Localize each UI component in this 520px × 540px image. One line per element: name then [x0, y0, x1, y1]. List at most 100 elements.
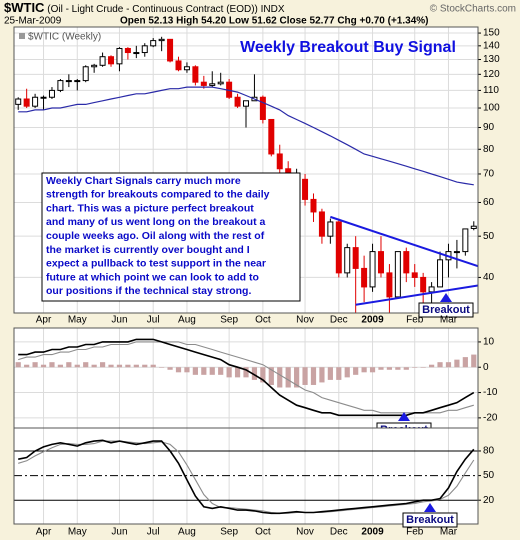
panel-border [13, 26, 479, 314]
x-tick-label: Feb [406, 315, 424, 326]
x-tick-label: Apr [36, 315, 52, 326]
candle-body [394, 251, 401, 298]
candle-body [91, 64, 98, 68]
y-tick-label: 80 [483, 144, 495, 155]
indicator-line [18, 341, 474, 414]
histogram-bar [57, 364, 63, 368]
histogram-bar [125, 364, 131, 368]
candle-body [243, 100, 249, 107]
x-tick-label: Jun [111, 527, 127, 538]
breakout-arrow [440, 293, 452, 302]
y-tick-label: 90 [483, 122, 495, 133]
note-line: and many of us went long on the breakout… [46, 216, 266, 228]
x-tick-label: Nov [296, 527, 314, 538]
y-tick-label: 40 [483, 272, 495, 283]
histogram-bar [24, 364, 30, 368]
candle-body [40, 96, 47, 99]
candle-body [23, 98, 30, 107]
candle-body [200, 81, 207, 86]
histogram-bar [471, 354, 477, 368]
histogram-bar [429, 364, 435, 368]
histogram-bar [412, 367, 418, 368]
credit: © StockCharts.com [430, 4, 516, 15]
histogram-bar [344, 367, 350, 378]
symbol: $WTIC [4, 0, 45, 15]
candle-body [217, 81, 224, 85]
histogram-bar [462, 357, 468, 368]
candle-body [437, 259, 444, 288]
histogram-bar [159, 367, 165, 368]
x-tick-label: Jun [111, 315, 127, 326]
histogram-bar [91, 364, 97, 368]
candle-body [276, 153, 283, 170]
histogram-bar [150, 364, 156, 368]
date: 25-Mar-2009 [4, 16, 62, 27]
trendline [355, 284, 478, 306]
chart-title: Weekly Breakout Buy Signal [240, 39, 456, 56]
exchange: INDX [261, 4, 285, 15]
histogram-bar [243, 367, 249, 378]
candle-body [369, 251, 376, 288]
candle-body [411, 272, 418, 278]
y-tick-label: 130 [483, 54, 500, 65]
x-tick-label: Oct [255, 527, 271, 538]
candle-body [361, 267, 368, 288]
panel-label: $WTIC (Weekly) [28, 32, 101, 43]
candle-body [386, 272, 393, 298]
y-tick-label: 50 [483, 470, 495, 481]
note-line: Weekly Chart Signals carry much more [46, 175, 241, 187]
x-tick-label: Feb [406, 527, 424, 538]
histogram-bar [74, 364, 80, 368]
histogram-bar [133, 364, 139, 368]
legend-swatch [19, 33, 25, 39]
indicator-line [18, 338, 475, 417]
note-line: chart. This was a picture perfect breako… [46, 202, 254, 214]
annotation: Breakout [422, 304, 470, 316]
candle-body [82, 66, 89, 82]
histogram-bar [336, 367, 342, 380]
histogram-bar [268, 367, 274, 385]
y-tick-label: 10 [483, 337, 495, 348]
candle-body [420, 276, 427, 293]
histogram-bar [175, 367, 182, 373]
candle-body [133, 52, 140, 55]
histogram-bar [327, 367, 333, 380]
histogram-bar [260, 367, 266, 383]
histogram-bar [66, 362, 72, 368]
note-line: strength for breakouts compared to the d… [46, 189, 270, 201]
x-tick-label: 2009 [361, 315, 384, 326]
candle-body [15, 98, 22, 105]
candle-body [167, 38, 174, 62]
histogram-bar [49, 362, 55, 368]
indicator-line [18, 439, 475, 515]
histogram-bar [353, 367, 359, 375]
x-tick-label: May [68, 527, 87, 538]
y-tick-label: 80 [483, 446, 495, 457]
y-tick-label: 100 [483, 103, 500, 114]
x-tick-label: May [68, 315, 87, 326]
x-tick-label: Aug [178, 315, 196, 326]
x-tick-label: Aug [178, 527, 196, 538]
histogram-bar [83, 362, 89, 368]
moving-average [18, 86, 474, 186]
histogram-bar [361, 367, 367, 373]
candle-body [124, 47, 131, 54]
histogram-bar [277, 367, 283, 388]
histogram-bar [142, 364, 148, 368]
y-tick-label: 120 [483, 69, 500, 80]
histogram-bar [378, 367, 384, 370]
description: (Oil - Light Crude - Continuous Contract… [47, 4, 258, 15]
note-box [41, 172, 301, 302]
note-line: couple weeks ago. Oil along with the res… [46, 230, 265, 242]
candle-body [150, 40, 157, 47]
candle-body [175, 60, 182, 71]
histogram-bar [285, 367, 291, 388]
y-tick-label: 50 [483, 231, 495, 242]
quote: Open 52.13 High 54.20 Low 51.62 Close 52… [120, 16, 428, 27]
histogram-bar [251, 367, 258, 380]
candle-body [65, 80, 72, 83]
histogram-bar [310, 367, 317, 385]
histogram-bar [40, 364, 47, 368]
candle-body [327, 221, 334, 237]
